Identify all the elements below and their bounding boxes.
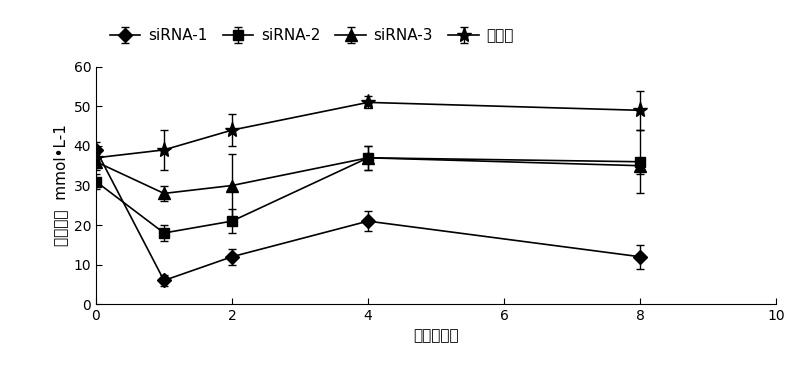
X-axis label: 给药后天数: 给药后天数 xyxy=(413,329,459,344)
Legend: siRNA-1, siRNA-2, siRNA-3, 对照组: siRNA-1, siRNA-2, siRNA-3, 对照组 xyxy=(104,22,520,49)
Y-axis label: 血糖浓度  mmol•L-1: 血糖浓度 mmol•L-1 xyxy=(53,125,68,246)
